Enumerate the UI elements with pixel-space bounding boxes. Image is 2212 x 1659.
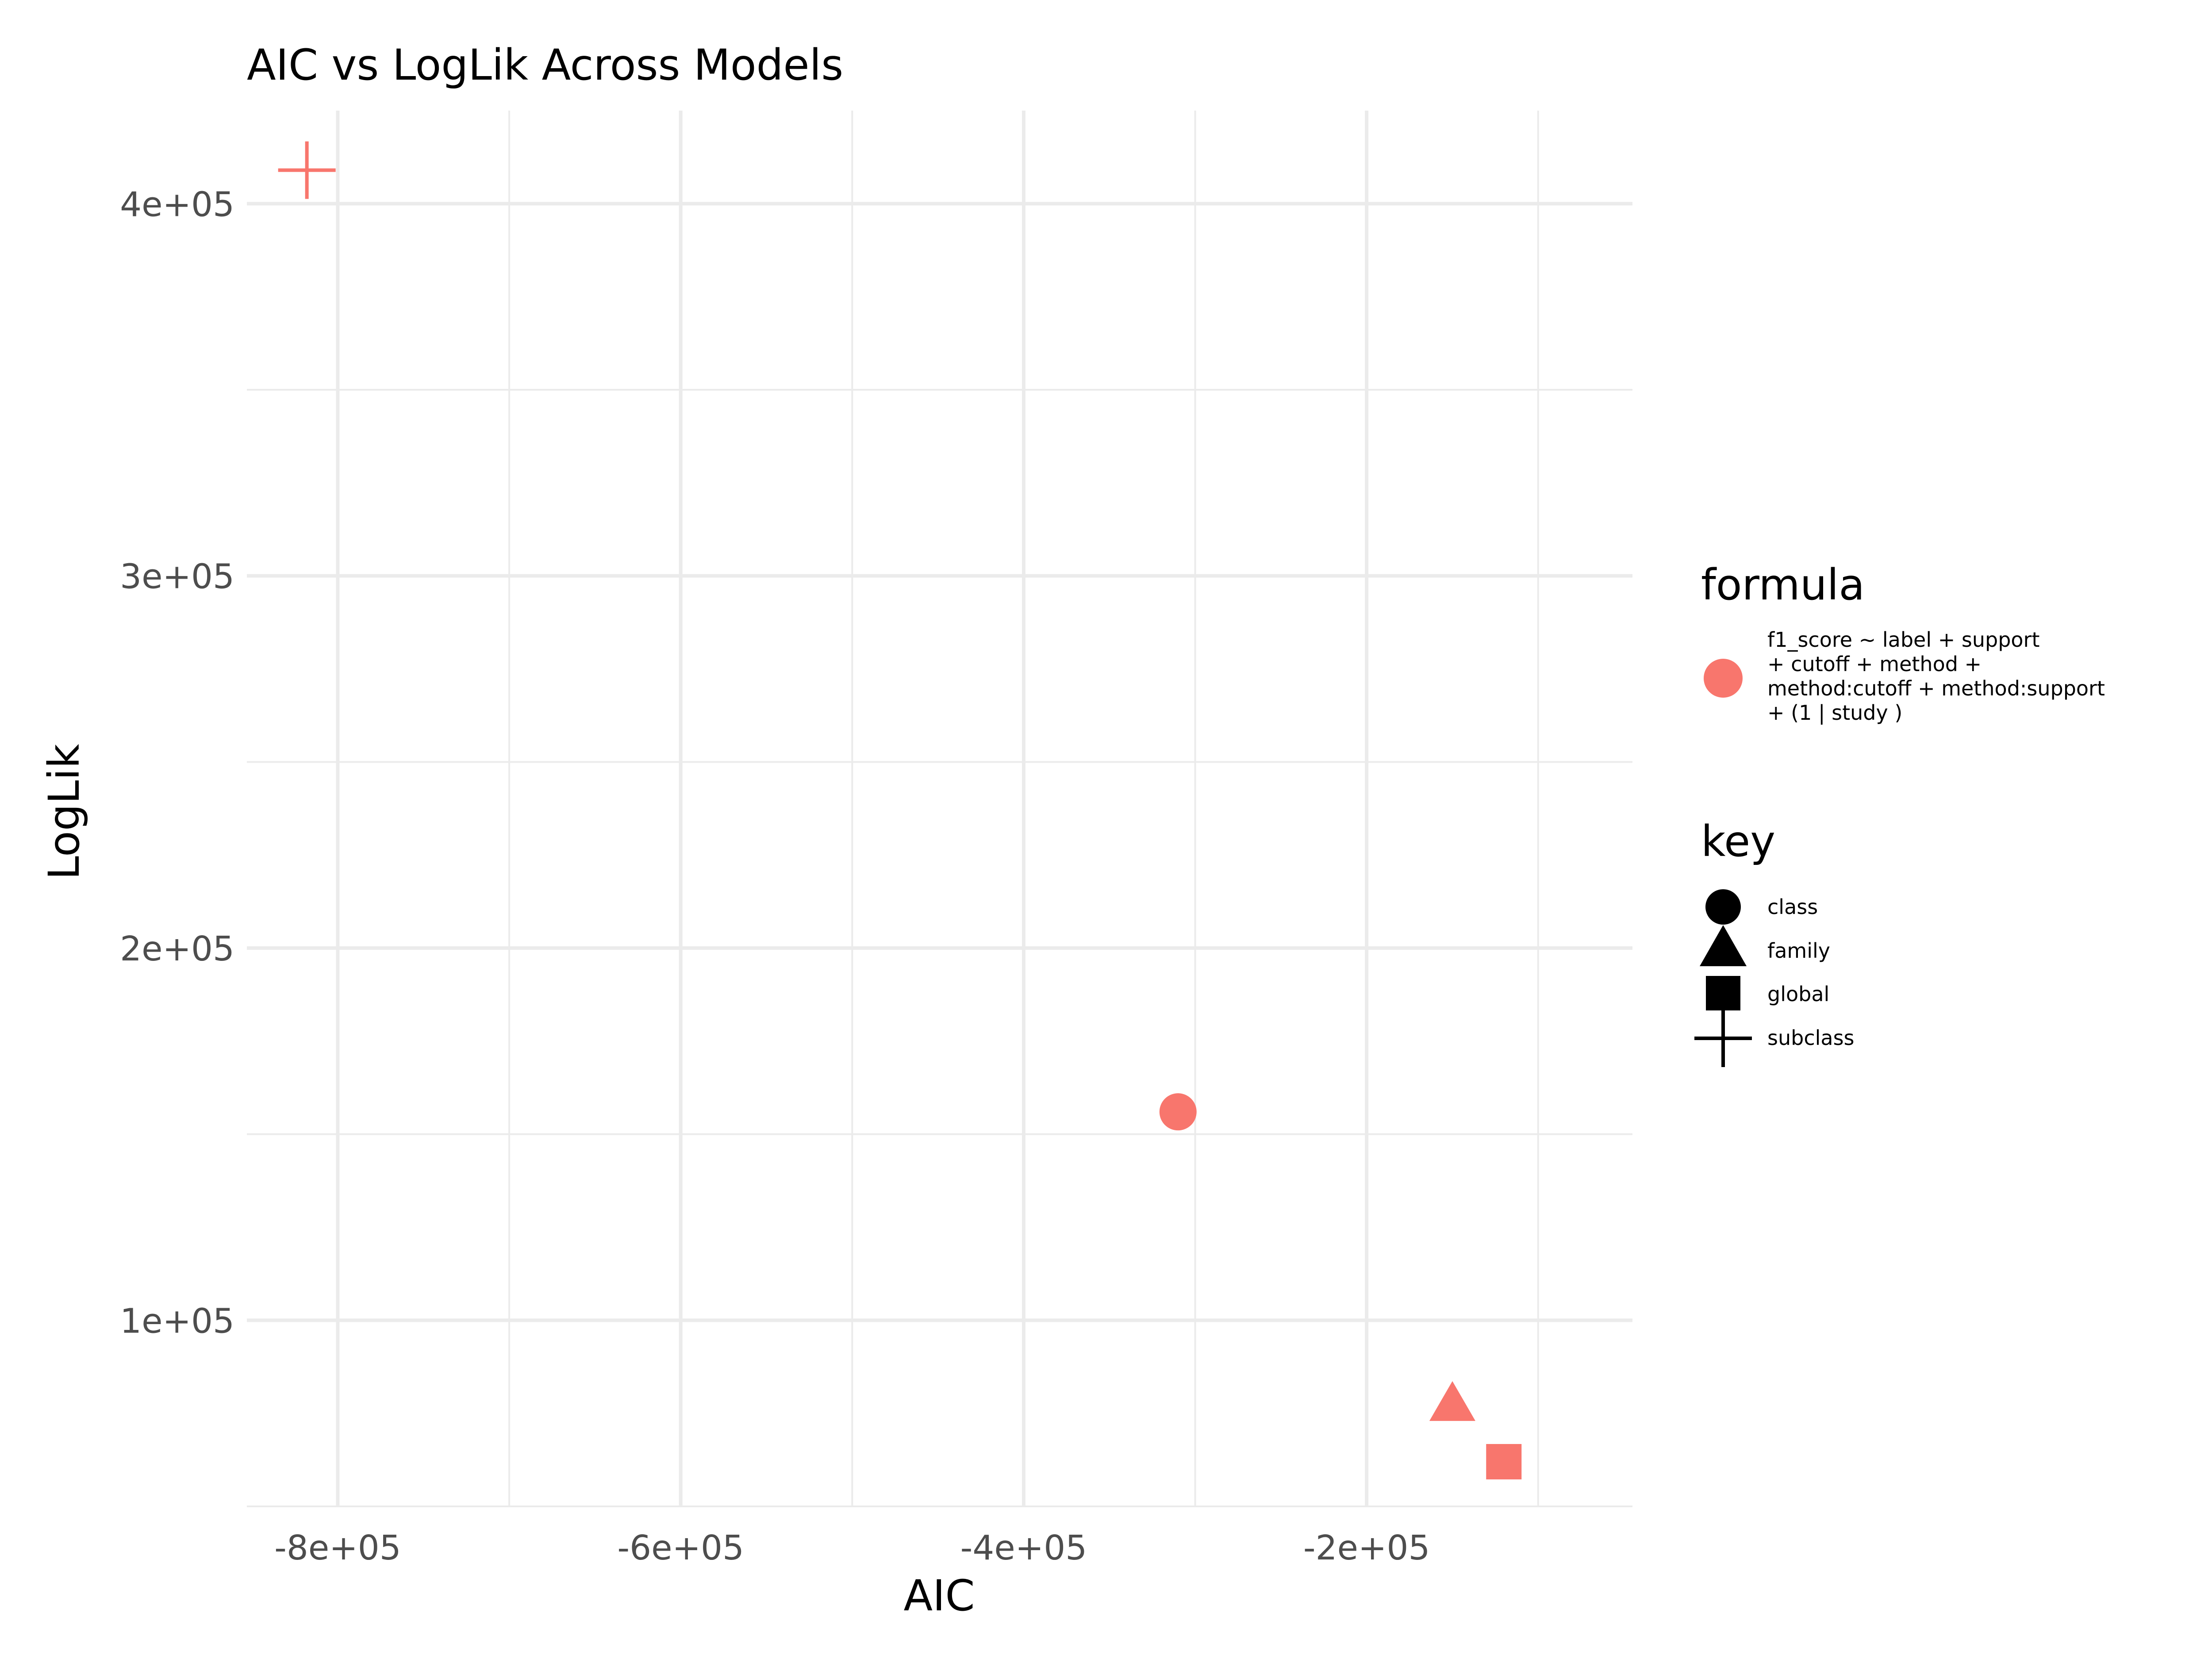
legend-formula-key-circle bbox=[1704, 659, 1743, 698]
point-class bbox=[1159, 1093, 1197, 1131]
legend-formula: formula f1_score ~ label + support + cut… bbox=[1701, 560, 2105, 725]
legend-key-triangle-icon bbox=[1700, 925, 1747, 966]
x-tick-labels: -8e+05 -6e+05 -4e+05 -2e+05 bbox=[274, 1528, 1430, 1568]
legend-key-square-icon bbox=[1706, 976, 1740, 1010]
y-axis-title: LogLik bbox=[39, 744, 89, 880]
legend-key-label-family: family bbox=[1767, 939, 1830, 963]
point-family bbox=[1429, 1381, 1475, 1421]
y-tick-label: 4e+05 bbox=[120, 185, 234, 224]
legend-formula-line-3: method:cutoff + method:support bbox=[1767, 676, 2105, 700]
x-tick-label: -4e+05 bbox=[960, 1528, 1087, 1568]
y-tick-labels: 1e+05 2e+05 3e+05 4e+05 bbox=[120, 185, 234, 1341]
y-tick-label: 2e+05 bbox=[120, 929, 234, 969]
legend-formula-title: formula bbox=[1701, 560, 1865, 610]
chart-title: AIC vs LogLik Across Models bbox=[247, 40, 843, 90]
legend-formula-line-1: f1_score ~ label + support bbox=[1767, 628, 2040, 652]
y-tick-label: 3e+05 bbox=[120, 557, 234, 597]
y-tick-label: 1e+05 bbox=[120, 1302, 234, 1341]
legend-key-plus-icon bbox=[1694, 1010, 1752, 1067]
grid bbox=[247, 111, 1632, 1507]
legend-key-label-subclass: subclass bbox=[1767, 1026, 1855, 1050]
x-tick-label: -2e+05 bbox=[1303, 1528, 1430, 1568]
point-global bbox=[1486, 1444, 1522, 1480]
x-tick-label: -6e+05 bbox=[617, 1528, 744, 1568]
legend-key: key class family global subclass bbox=[1694, 817, 1855, 1067]
legend-formula-line-4: + (1 | study ) bbox=[1767, 701, 1902, 725]
legend-key-circle-icon bbox=[1705, 889, 1741, 925]
legend-key-title: key bbox=[1701, 817, 1775, 866]
point-subclass bbox=[278, 141, 336, 199]
x-axis-title: AIC bbox=[903, 1571, 975, 1621]
legend-formula-line-2: + cutoff + method + bbox=[1767, 652, 1982, 676]
legend-key-label-class: class bbox=[1767, 895, 1818, 919]
x-tick-label: -8e+05 bbox=[274, 1528, 401, 1568]
data-points bbox=[278, 141, 1522, 1480]
legend-key-label-global: global bbox=[1767, 982, 1829, 1006]
